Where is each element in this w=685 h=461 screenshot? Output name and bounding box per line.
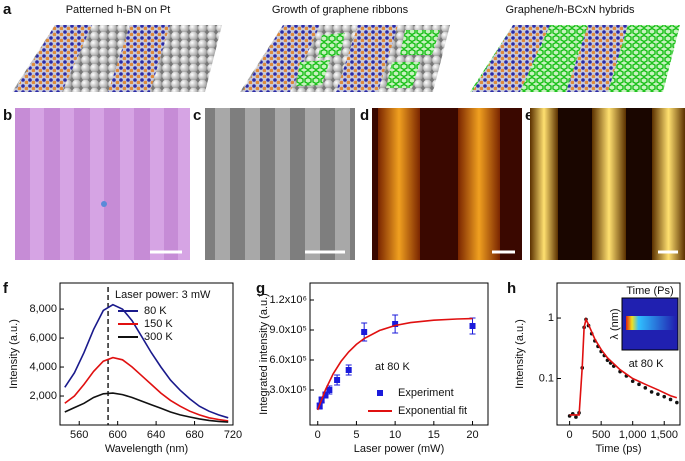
series-line	[64, 356, 229, 422]
dot	[668, 397, 673, 402]
x-tick-label: 1,000	[619, 429, 647, 441]
y-axis-label: Intensity (a.u.)	[8, 319, 20, 389]
marker	[326, 387, 333, 393]
panel-label: a	[3, 1, 12, 18]
x-tick-label: 640	[147, 429, 165, 441]
y-tick-label: 1	[548, 312, 554, 324]
marker	[322, 392, 329, 398]
x-axis-label: Time (ps)	[595, 443, 641, 455]
y-axis-label: Integrated intensity (a.u.)	[258, 293, 270, 415]
panel-label: e	[525, 107, 533, 124]
legend-label: Exponential fit	[398, 405, 467, 417]
inset-x-label: Time (Ps)	[626, 285, 673, 297]
plot-frame	[59, 282, 234, 426]
series-line	[64, 392, 229, 423]
x-tick-label: 10	[389, 429, 401, 441]
dot	[675, 400, 679, 405]
y-tick-label: 9.0x10⁵	[269, 324, 307, 336]
dot	[649, 390, 654, 394]
panel-label: d	[360, 107, 369, 124]
x-tick-label: 680	[185, 429, 203, 441]
plot-frame	[556, 282, 681, 426]
sem-image	[205, 108, 355, 260]
x-tick-label: 0	[315, 429, 321, 441]
panel-label: g	[256, 280, 265, 297]
marker	[469, 323, 476, 329]
y-tick-label: 6.0x10⁵	[269, 354, 307, 366]
x-tick-label: 500	[592, 429, 610, 441]
y-tick-label: 3.0x10⁵	[269, 384, 307, 396]
series-line	[64, 303, 229, 419]
x-axis-label: Wavelength (nm)	[105, 443, 188, 455]
stm-image	[372, 108, 522, 260]
dot	[630, 379, 635, 384]
legend-label: 300 K	[144, 331, 173, 343]
series-line	[316, 317, 473, 411]
x-tick-label: 5	[353, 429, 359, 441]
marker	[334, 377, 341, 383]
panel-title: Patterned h-BN on Pt	[66, 4, 171, 16]
panel-label: h	[507, 280, 516, 297]
y-tick-label: 8,000	[29, 303, 57, 315]
x-tick-label: 20	[466, 429, 478, 441]
series-line	[569, 317, 678, 416]
legend-title: Laser power: 3 mW	[115, 289, 211, 301]
marker	[345, 367, 352, 373]
panel-title: Graphene/h-BCxN hybrids	[505, 4, 635, 16]
illustration	[240, 25, 450, 92]
illustration	[470, 25, 680, 92]
x-tick-label: 560	[70, 429, 88, 441]
x-tick-label: 600	[108, 429, 126, 441]
panel-label: f	[3, 280, 9, 297]
marker	[361, 329, 368, 335]
inset-y-label: λ (nm)	[609, 308, 621, 339]
inset-annotation: at 80 K	[629, 358, 665, 370]
panel-label: b	[3, 107, 12, 124]
legend-label: Experiment	[398, 387, 454, 399]
x-tick-label: 0	[567, 429, 573, 441]
dot	[643, 386, 648, 390]
dot	[662, 394, 667, 399]
illustration	[12, 25, 222, 92]
plot-frame	[309, 282, 489, 426]
optical-image	[15, 108, 190, 260]
legend-swatch	[377, 390, 383, 396]
y-tick-label: 4,000	[29, 361, 57, 373]
dot	[574, 415, 578, 419]
x-tick-label: 1,500	[650, 429, 678, 441]
x-tick-label: 15	[428, 429, 440, 441]
x-tick-label: 720	[224, 429, 242, 441]
inset-image	[626, 316, 676, 330]
marker	[392, 321, 399, 327]
dot	[637, 382, 641, 387]
legend-label: 150 K	[144, 318, 173, 330]
x-axis-label: Laser power (mW)	[354, 443, 444, 455]
y-tick-label: 0.1	[539, 372, 554, 384]
dot	[656, 392, 660, 396]
y-axis-label: Intensity (a.u.)	[514, 319, 526, 389]
y-tick-label: 6,000	[29, 332, 57, 344]
legend-label: 80 K	[144, 305, 167, 317]
panel-label: c	[193, 107, 201, 124]
annotation: at 80 K	[375, 361, 411, 373]
panel-title: Growth of graphene ribbons	[272, 4, 409, 16]
y-tick-label: 1.2x10⁶	[269, 294, 307, 306]
y-tick-label: 2,000	[29, 390, 57, 402]
stm-image	[530, 108, 685, 260]
